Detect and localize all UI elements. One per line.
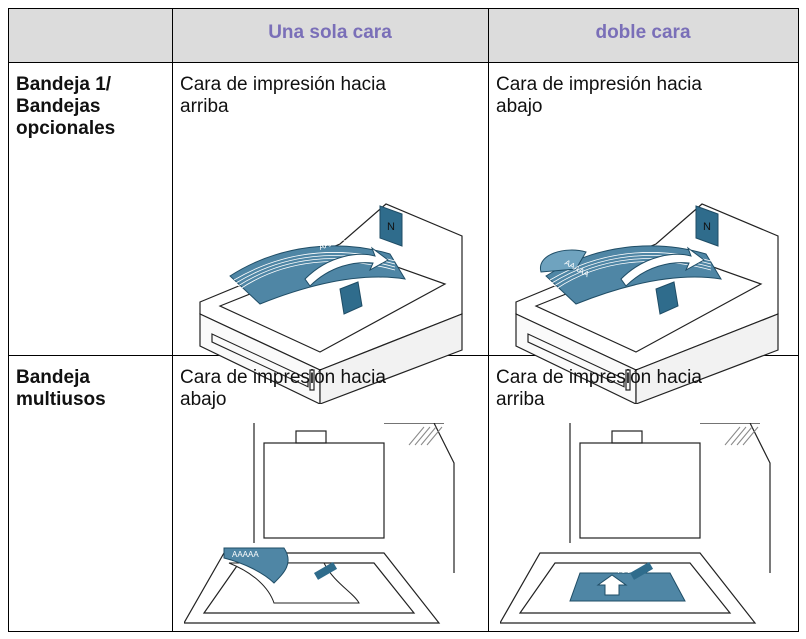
text-line: Bandeja 1/ (16, 74, 112, 95)
vent (730, 426, 747, 446)
vent (724, 426, 741, 446)
cell-text: Cara de impresión hacia arriba (488, 355, 798, 411)
arrow (304, 246, 389, 287)
column-header: Una sola cara (172, 8, 488, 62)
side-guide (655, 281, 679, 315)
tray-slot (527, 333, 625, 388)
grid-line (172, 8, 173, 632)
tray-slot (211, 333, 309, 388)
indicator (309, 369, 315, 391)
guide-label: N (387, 221, 395, 233)
tray-front (199, 313, 321, 404)
indicator (625, 369, 631, 391)
handle (611, 430, 643, 444)
cell-text: Cara de impresión hacia arriba (172, 62, 488, 118)
text-line: Bandeja (16, 367, 90, 388)
vent (420, 426, 437, 446)
tray-side (635, 313, 779, 404)
text-line: arriba (180, 96, 229, 117)
grid-line (8, 631, 799, 632)
paper-label: AAAAA (232, 550, 259, 559)
header-empty (8, 8, 172, 62)
mp-tray-inner (202, 562, 416, 614)
printer-body (253, 423, 455, 573)
text-line: abajo (180, 389, 227, 410)
printer-body (569, 423, 771, 573)
text-line: arriba (496, 389, 545, 410)
text-line: opcionales (16, 118, 116, 139)
side-guide (339, 281, 363, 315)
paper-label: AAAAA (618, 566, 645, 575)
text-line: Cara de impresión hacia (180, 74, 386, 95)
tray-front (515, 313, 637, 404)
text-line: Cara de impresión hacia (496, 74, 702, 95)
text-line: Cara de impresión hacia (180, 367, 386, 388)
illustration: AAAAA (184, 423, 455, 624)
arrow (620, 246, 705, 287)
printer-front (263, 442, 385, 539)
column-header: doble cara (488, 8, 798, 62)
tray-side (319, 313, 463, 404)
paper-guide (379, 205, 403, 247)
guide-label: N (703, 221, 711, 233)
vent (408, 426, 425, 446)
paper-fold (223, 547, 289, 584)
cell-text: Cara de impresión hacia abajo (488, 62, 798, 118)
grid-line (8, 62, 799, 63)
side-guide (630, 562, 654, 580)
text-line: multiusos (16, 389, 106, 410)
paper-curl (540, 249, 587, 273)
vent (736, 426, 753, 446)
vent (414, 426, 431, 446)
cell-text: Cara de impresión hacia abajo (172, 355, 488, 411)
text-line: Bandejas (16, 96, 101, 117)
paper (569, 572, 686, 602)
row-label: Bandeja multiusos (8, 355, 172, 411)
paper-guide (695, 205, 719, 247)
vent (742, 426, 759, 446)
printer-front (579, 442, 701, 539)
arrow (596, 574, 628, 596)
text-line: abajo (496, 96, 543, 117)
grid-line (8, 8, 9, 632)
side-guide (314, 562, 338, 580)
handle (295, 430, 327, 444)
mp-tray-inner (518, 562, 732, 614)
text-line: Cara de impresión hacia (496, 367, 702, 388)
row-label: Bandeja 1/Bandejas opcionales (8, 62, 172, 140)
illustration: AAAAA (500, 423, 771, 624)
grid-line (798, 8, 799, 632)
grid-line (8, 8, 799, 9)
vent (426, 426, 443, 446)
grid-line (488, 8, 489, 632)
